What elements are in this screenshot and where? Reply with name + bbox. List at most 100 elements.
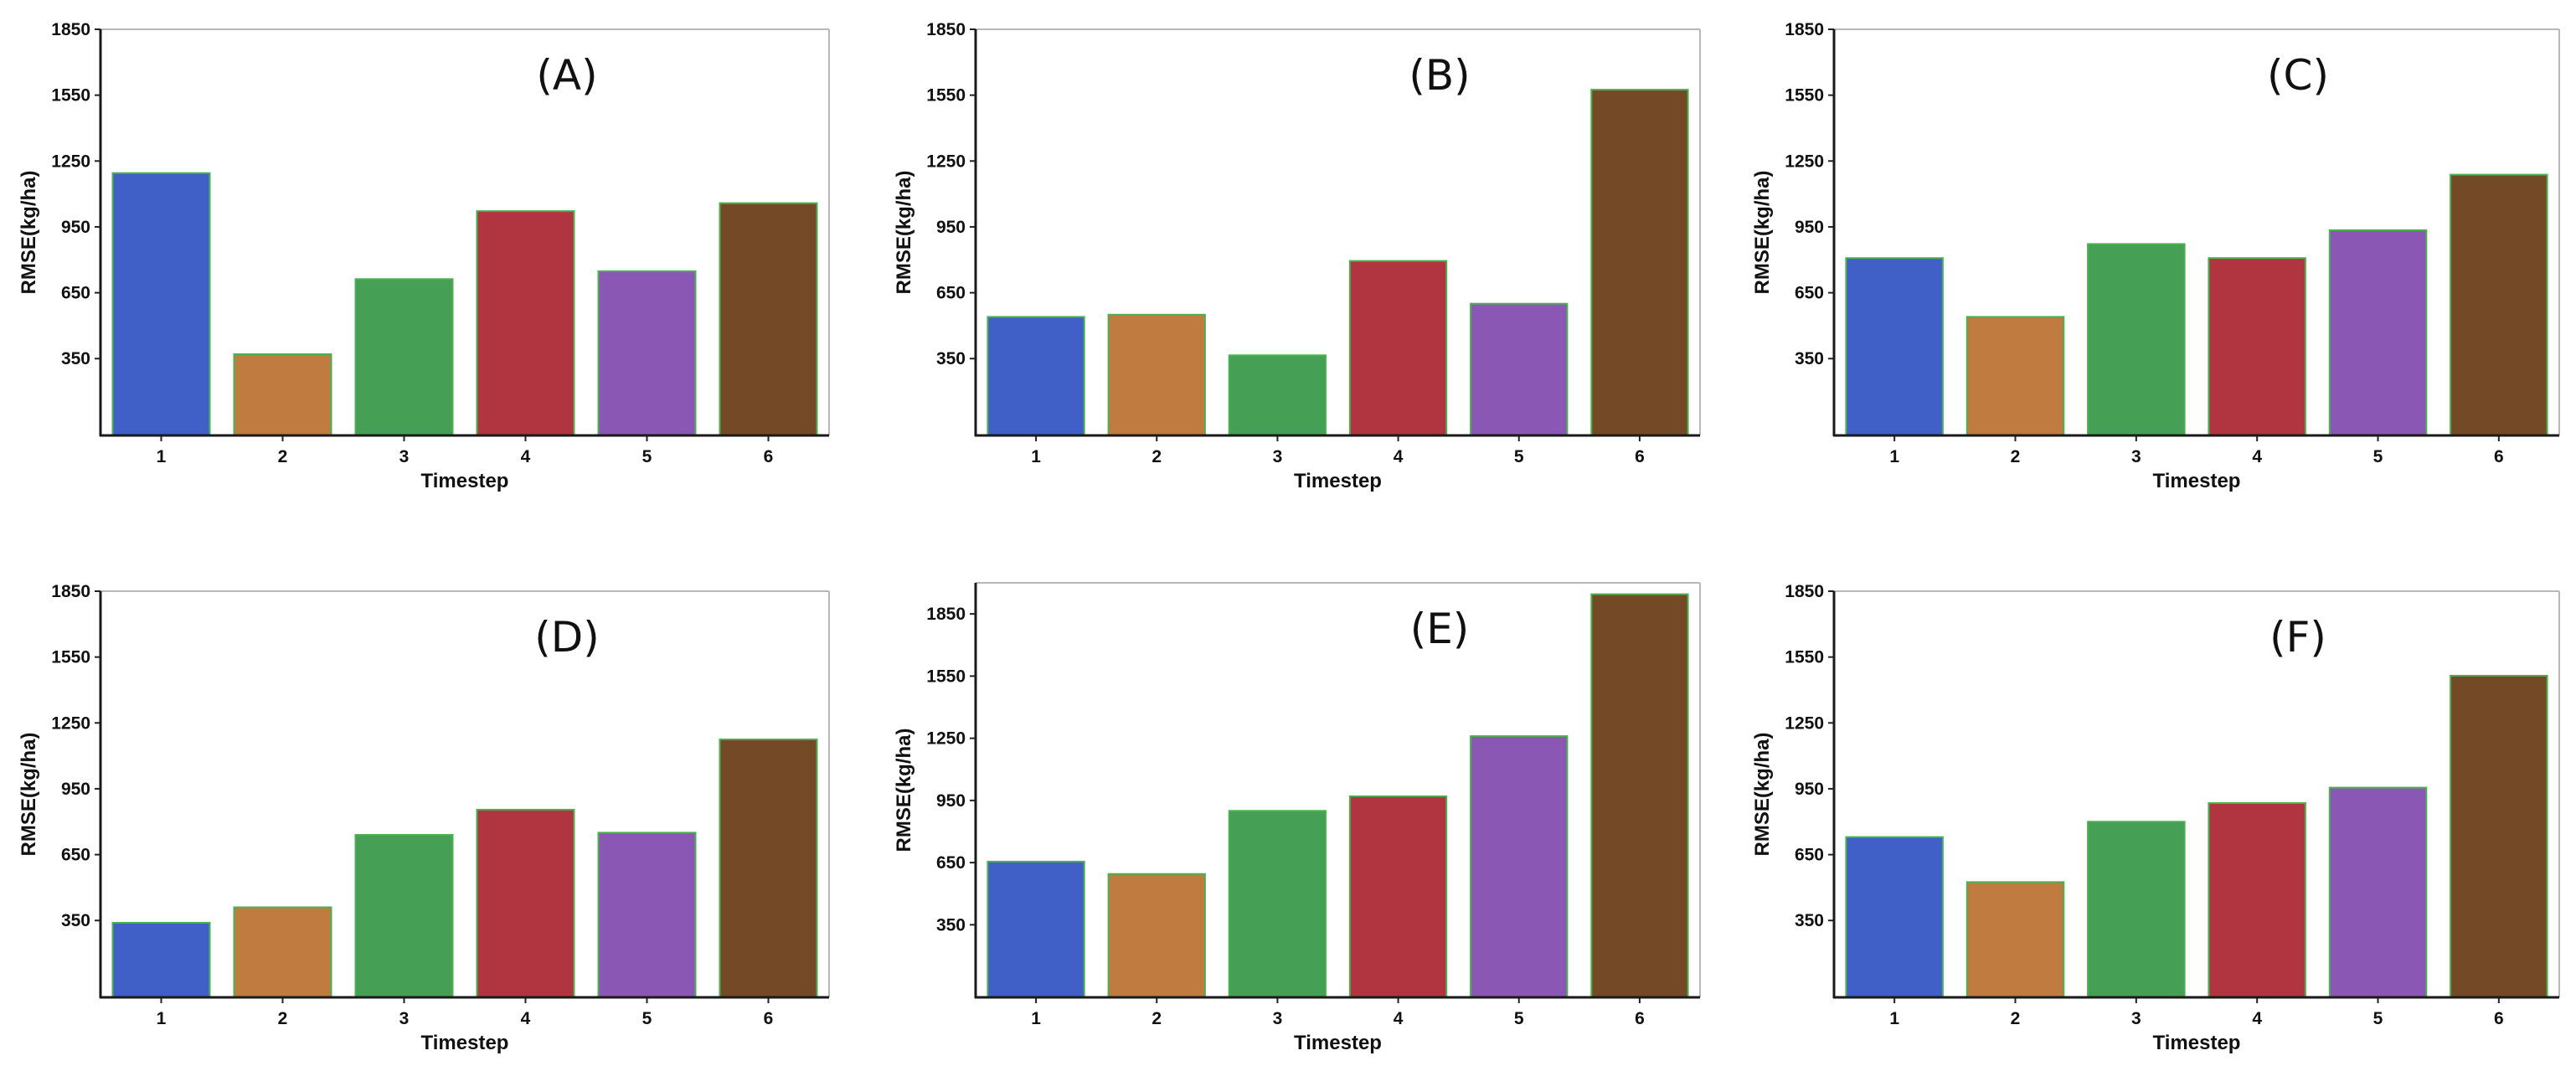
x-tick-label-c-1: 1 (1889, 447, 1899, 466)
y-tick-label-e-650: 650 (936, 853, 966, 873)
y-tick-label-c-650: 650 (1795, 284, 1824, 303)
y-axis-title-d: RMSE(kg/ha) (18, 732, 40, 856)
y-tick-label-c-350: 350 (1795, 349, 1824, 368)
x-tick-label-d-6: 6 (764, 1009, 774, 1028)
x-axis-title-c: Timestep (2153, 470, 2241, 492)
x-tick-label-e-1: 1 (1031, 1009, 1041, 1028)
y-tick-label-e-350: 350 (936, 915, 966, 935)
x-tick-label-d-1: 1 (157, 1009, 167, 1028)
bar-b-4 (1348, 260, 1448, 436)
x-tick-label-b-4: 4 (1394, 447, 1404, 466)
bar-d-1 (111, 921, 211, 998)
x-tick-label-d-4: 4 (521, 1009, 531, 1028)
y-tick-label-e-1850: 1850 (926, 605, 966, 624)
x-tick-label-e-5: 5 (1514, 1009, 1524, 1028)
bar-d-5 (597, 832, 697, 998)
y-axis-title-e: RMSE(kg/ha) (893, 728, 915, 852)
x-axis-title-d: Timestep (421, 1032, 509, 1054)
bar-d-2 (233, 906, 332, 998)
y-tick-label-a-650: 650 (61, 284, 90, 303)
y-tick-label-f-1250: 1250 (1785, 713, 1824, 733)
x-tick-label-d-2: 2 (278, 1009, 288, 1028)
bar-e-2 (1107, 873, 1206, 999)
bar-f-3 (2087, 821, 2186, 998)
bar-f-6 (2450, 674, 2548, 998)
y-tick-label-f-1550: 1550 (1785, 648, 1824, 667)
bar-b-1 (987, 316, 1085, 436)
y-tick-label-e-1550: 1550 (926, 667, 966, 686)
bar-e-5 (1470, 735, 1569, 998)
chart-panel-c: 1 2 3 4 5 6 350 650 950 1250 1550 1850 Timestep RMSE(… (1751, 20, 2560, 492)
x-axis-title-b: Timestep (1294, 470, 1382, 492)
x-tick-label-c-6: 6 (2494, 447, 2504, 466)
y-axis-title-b: RMSE(kg/ha) (893, 170, 915, 294)
y-tick-label-a-1250: 1250 (51, 152, 90, 171)
y-tick-label-b-650: 650 (936, 284, 966, 303)
x-tick-label-f-2: 2 (2011, 1009, 2021, 1028)
y-tick-label-d-650: 650 (61, 846, 90, 865)
y-tick-label-d-950: 950 (61, 780, 90, 799)
bar-c-5 (2328, 229, 2428, 436)
x-tick-label-b-6: 6 (1635, 447, 1645, 466)
y-tick-label-a-1850: 1850 (51, 20, 90, 39)
y-tick-label-c-1550: 1550 (1785, 86, 1824, 106)
x-tick-label-a-4: 4 (521, 447, 531, 466)
y-tick-label-f-650: 650 (1795, 846, 1824, 865)
y-tick-label-c-950: 950 (1795, 218, 1824, 237)
x-tick-label-e-4: 4 (1394, 1009, 1404, 1028)
y-tick-label-a-350: 350 (61, 349, 90, 368)
bar-e-4 (1348, 795, 1448, 998)
bar-d-4 (476, 808, 575, 998)
x-tick-label-b-5: 5 (1514, 447, 1524, 466)
bar-e-1 (987, 860, 1085, 998)
x-tick-label-f-3: 3 (2131, 1009, 2141, 1028)
y-tick-label-c-1250: 1250 (1785, 152, 1824, 171)
y-tick-label-b-950: 950 (936, 218, 966, 237)
bar-b-2 (1107, 313, 1206, 436)
x-tick-label-e-6: 6 (1635, 1009, 1645, 1028)
x-tick-label-b-2: 2 (1151, 447, 1162, 466)
x-tick-label-d-5: 5 (642, 1009, 652, 1028)
bar-a-3 (354, 278, 454, 436)
y-tick-label-e-1250: 1250 (926, 729, 966, 749)
x-tick-label-a-2: 2 (278, 447, 288, 466)
y-tick-label-f-1850: 1850 (1785, 582, 1824, 601)
y-tick-label-c-1850: 1850 (1785, 20, 1824, 39)
y-tick-label-d-1250: 1250 (51, 713, 90, 733)
panel-label-c: (C) (2267, 51, 2329, 100)
bar-c-6 (2450, 173, 2548, 436)
x-tick-label-b-3: 3 (1273, 447, 1283, 466)
x-tick-label-c-2: 2 (2011, 447, 2021, 466)
bar-a-2 (233, 353, 332, 436)
bar-c-3 (2087, 243, 2186, 436)
bar-f-1 (1845, 836, 1944, 998)
x-axis-title-e: Timestep (1294, 1032, 1382, 1054)
bar-b-3 (1228, 354, 1327, 436)
x-tick-label-c-3: 3 (2131, 447, 2141, 466)
y-tick-label-b-350: 350 (936, 349, 966, 368)
chart-panel-f: 1 2 3 4 5 6 350 650 950 1250 1550 1850 Timestep RMSE(… (1751, 582, 2560, 1054)
x-tick-label-f-4: 4 (2252, 1009, 2262, 1028)
x-tick-label-c-5: 5 (2373, 447, 2383, 466)
x-tick-label-f-5: 5 (2373, 1009, 2383, 1028)
y-tick-label-a-950: 950 (61, 218, 90, 237)
bar-f-2 (1965, 881, 2065, 998)
bar-a-6 (719, 202, 818, 436)
panel-label-a: (A) (536, 51, 597, 100)
x-tick-label-f-1: 1 (1889, 1009, 1899, 1028)
y-tick-label-e-950: 950 (936, 791, 966, 811)
y-tick-label-d-1850: 1850 (51, 582, 90, 601)
y-tick-label-a-1550: 1550 (51, 86, 90, 106)
panel-label-b: (B) (1409, 51, 1470, 100)
x-tick-label-a-6: 6 (764, 447, 774, 466)
chart-panel-a: 1 2 3 4 5 6 350 650 950 1250 1550 1850 Timestep RMSE(… (18, 20, 830, 492)
bar-c-1 (1845, 257, 1944, 437)
chart-panel-b: 1 2 3 4 5 6 350 650 950 1250 1550 1850 Timestep RMSE(… (893, 20, 1701, 492)
bar-d-6 (719, 739, 818, 998)
y-tick-label-b-1550: 1550 (926, 86, 966, 106)
bar-f-4 (2208, 802, 2306, 998)
bar-e-6 (1590, 593, 1689, 998)
x-axis-title-a: Timestep (421, 470, 509, 492)
panel-label-f: (F) (2269, 613, 2326, 662)
bar-c-4 (2208, 257, 2306, 437)
